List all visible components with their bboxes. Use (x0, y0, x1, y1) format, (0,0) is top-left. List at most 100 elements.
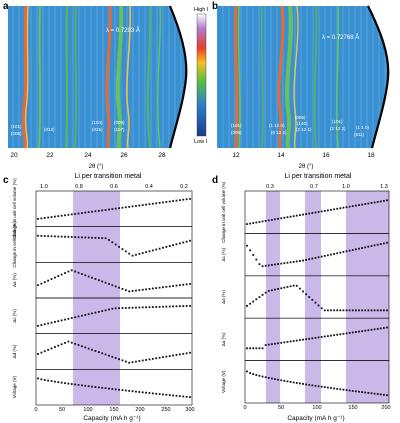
panel-c-data-point (64, 214, 66, 217)
panel-c-data-point (50, 380, 53, 383)
panel-c-data-point (37, 234, 39, 237)
panel-d-data-point (283, 216, 286, 219)
panel-d-highlight-1 (266, 191, 280, 403)
panel-d-data-point (364, 246, 367, 249)
panel-c-top-axis-title: Li per transition metal (75, 173, 142, 180)
panel-c-data-point (67, 235, 70, 238)
panel-c-data-point (165, 245, 168, 248)
panel-d-label: d (212, 175, 218, 186)
panel-d-data-point (320, 255, 323, 258)
panel-b-peak: (0 12 2) (271, 130, 287, 135)
panel-c-data-point (111, 208, 114, 210)
panel-c-ylabel: Change in unit cell volume (%) (12, 178, 17, 240)
panel-d-data-point (302, 259, 304, 262)
panel-d-data-point (308, 337, 311, 340)
panel-c-data-point (67, 213, 70, 216)
panel-d-data-point (348, 389, 351, 392)
panel-c-data-point (178, 242, 181, 245)
panel-d-data-point (261, 375, 264, 378)
panel-c-data-point (182, 352, 185, 355)
panel-d-data-point (286, 216, 289, 219)
panel-c-data-point (124, 206, 127, 209)
panel-c-data-point (74, 316, 77, 319)
panel-c-data-point (178, 199, 181, 202)
panel-d-xtick: 50 (278, 405, 284, 411)
panel-d-data-point (333, 253, 336, 255)
panel-c-data-point (70, 341, 73, 344)
panel-d-data-point (345, 206, 348, 209)
panel-c-data-point (168, 355, 171, 357)
colorbar-gradient (196, 13, 207, 137)
panel-d-data-point (255, 258, 258, 261)
panel-b-xlabel: 2θ (°) (299, 164, 314, 170)
panel-c-data-point (189, 197, 191, 200)
panel-c-data-point (148, 203, 151, 206)
panel-d-data-point (339, 309, 342, 312)
panel-c-data-point (70, 269, 73, 272)
panel-c-data-point (114, 388, 117, 391)
panel-c-data-point (104, 387, 107, 390)
panel-c-data-point (162, 393, 164, 396)
panel-d-data-point (314, 384, 317, 387)
panel-c-data-point (53, 346, 56, 348)
panel-c-data-point (47, 216, 50, 219)
panel-c-data-point (128, 361, 131, 364)
panel-b-peak: (005) (295, 115, 306, 120)
panel-c-data-point (168, 285, 171, 288)
panel-c-data-point (57, 275, 60, 277)
panel-b-peak: (101) (231, 123, 242, 128)
panel-d-data-point (289, 380, 292, 383)
panel-d-data-point (351, 390, 354, 392)
panel-c-data-point (124, 250, 127, 253)
panel-d-data-point (277, 217, 280, 220)
panel-c-data-point (138, 289, 141, 292)
panel-c-data-point (47, 348, 50, 351)
panel-c-data-point (178, 305, 181, 308)
panel-d-data-point (382, 327, 385, 329)
panel-c-data-point (155, 248, 158, 251)
panel-d-data-point (314, 256, 317, 259)
panel-c-data-point (74, 213, 77, 215)
panel-c-data-point (189, 396, 191, 399)
panel-c-data-point (138, 204, 141, 207)
panel-c-data-point (158, 305, 161, 308)
panel-d-data-point (311, 337, 314, 340)
panel-d-data-point (354, 390, 357, 393)
panel-d-data-point (323, 386, 326, 389)
panel-c-data-point (145, 251, 147, 254)
panel-c-data-point (60, 381, 63, 384)
panel-c-data-point (182, 241, 185, 244)
panel-d-top-tick: 0.3 (266, 184, 274, 190)
panel-d-data-point (326, 386, 329, 389)
panel-d-data-point (342, 309, 345, 312)
panel-c-data-point (155, 202, 158, 205)
panel-c-xtick: 250 (161, 407, 170, 413)
panel-d-data-point (373, 328, 376, 331)
panel-d-data-point (358, 247, 360, 250)
panel-c-data-point (53, 380, 56, 383)
panel-c-data-point (84, 314, 87, 316)
panel-d-data-point (255, 347, 258, 350)
panel-d-data-point (308, 296, 311, 298)
panel-a-xtick: 24 (84, 152, 92, 159)
panel-c-data-point (111, 284, 114, 287)
panel-d-data-point (283, 341, 286, 344)
panel-c-data-point (84, 384, 87, 387)
panel-d-top-tick: 0.7 (310, 184, 318, 190)
panel-c-data-point (81, 273, 83, 275)
panel-c-data-point (47, 379, 50, 382)
panel-d-data-point (283, 262, 286, 265)
panel-d-data-point (249, 372, 252, 374)
panel-c-data-point (43, 235, 46, 237)
panel-d-data-point (379, 309, 382, 312)
panel-d-data-point (367, 309, 370, 312)
panel-c-data-point (145, 306, 147, 309)
panel-c-data-point (40, 324, 43, 326)
panel-d-data-point (252, 373, 255, 375)
panel-c-data-point (60, 343, 63, 346)
panel-c-data-point (43, 217, 46, 219)
panel-d-data-point (333, 309, 336, 312)
panel-d-data-point (292, 381, 295, 384)
panel-d-data-point (361, 330, 364, 333)
panel-d-data-point (382, 309, 385, 312)
